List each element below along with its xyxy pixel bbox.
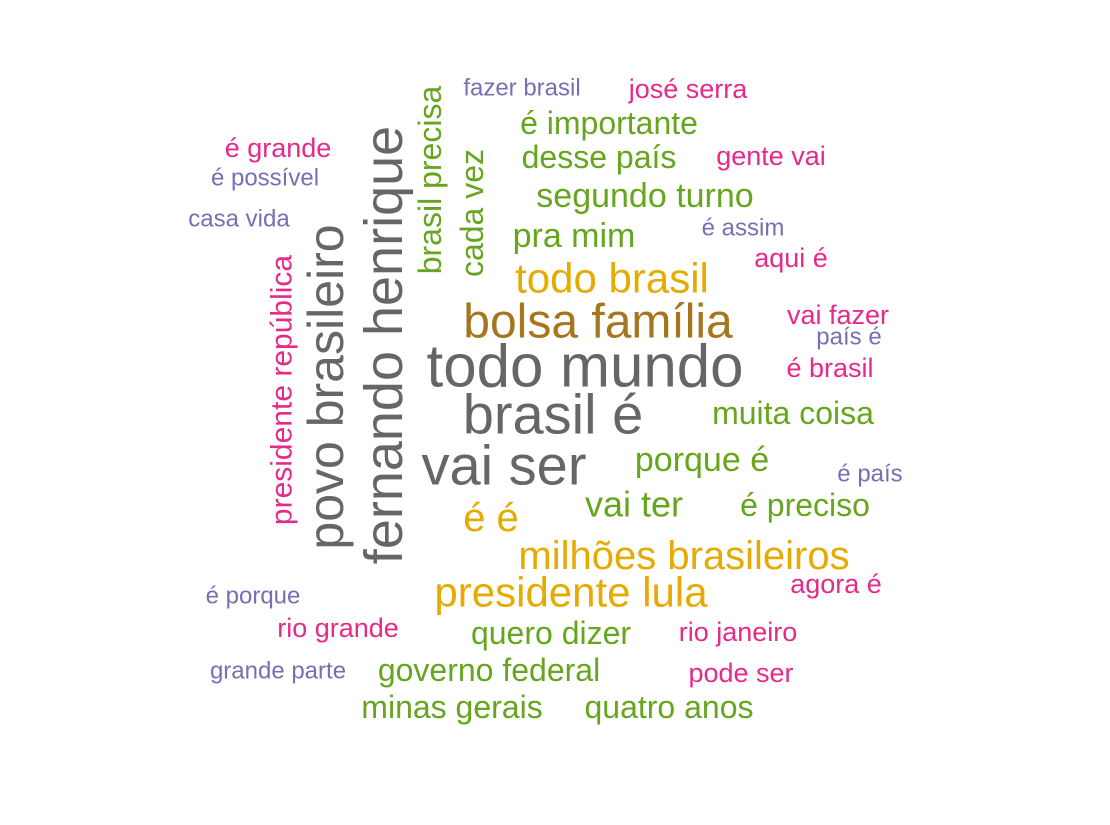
word-brasil-precisa: brasil precisa (412, 86, 448, 275)
word-e-brasil: é brasil (786, 353, 873, 383)
word-povo-brasileiro: povo brasileiro (298, 224, 354, 549)
word-fazer-brasil: fazer brasil (463, 75, 580, 102)
word-pais-e: país é (816, 324, 881, 351)
word-presidente-republica: presidente república (266, 255, 299, 525)
word-e-importante: é importante (520, 105, 698, 141)
word-porque-e: porque é (635, 441, 769, 479)
word-e-grande: é grande (225, 133, 332, 163)
word-minas-gerais: minas gerais (361, 689, 542, 725)
word-casa-vida: casa vida (188, 206, 290, 233)
word-cada-vez: cada vez (454, 149, 490, 277)
word-todo-mundo: todo mundo (427, 333, 744, 400)
word-rio-grande: rio grande (277, 613, 399, 643)
word-e-e: é é (463, 496, 519, 540)
word-aqui-e: aqui é (754, 243, 828, 273)
word-bolsa-familia: bolsa família (463, 296, 733, 349)
word-muita-coisa: muita coisa (712, 395, 874, 431)
word-rio-janeiro: rio janeiro (679, 617, 798, 647)
word-agora-e: agora é (790, 569, 882, 599)
word-desse-pais: desse país (522, 139, 677, 175)
word-vai-fazer: vai fazer (787, 300, 889, 330)
word-e-pais: é país (837, 461, 902, 488)
word-grande-parte: grande parte (210, 658, 346, 685)
word-quatro-anos: quatro anos (584, 689, 753, 725)
word-vai-ser: vai ser (422, 434, 587, 497)
word-quero-dizer: quero dizer (471, 615, 631, 651)
word-e-assim: é assim (702, 215, 785, 242)
word-e-possivel: é possível (211, 165, 319, 192)
word-jose-serra: josé serra (628, 74, 749, 104)
word-brasil-e: brasil é (463, 383, 644, 446)
word-pode-ser: pode ser (688, 658, 793, 688)
word-e-porque: é porque (206, 583, 301, 610)
word-governo-federal: governo federal (378, 652, 600, 688)
word-todo-brasil: todo brasil (515, 255, 709, 302)
word-milhoes-brasileiros: milhões brasileiros (518, 534, 849, 578)
word-presidente-lula: presidente lula (434, 569, 708, 616)
word-pra-mim: pra mim (513, 217, 636, 255)
word-vai-ter: vai ter (585, 484, 683, 525)
word-segundo-turno: segundo turno (536, 177, 753, 215)
word-gente-vai: gente vai (716, 141, 826, 171)
word-fernando-henrique: fernando henrique (354, 126, 414, 564)
word-e-preciso: é preciso (740, 487, 870, 523)
